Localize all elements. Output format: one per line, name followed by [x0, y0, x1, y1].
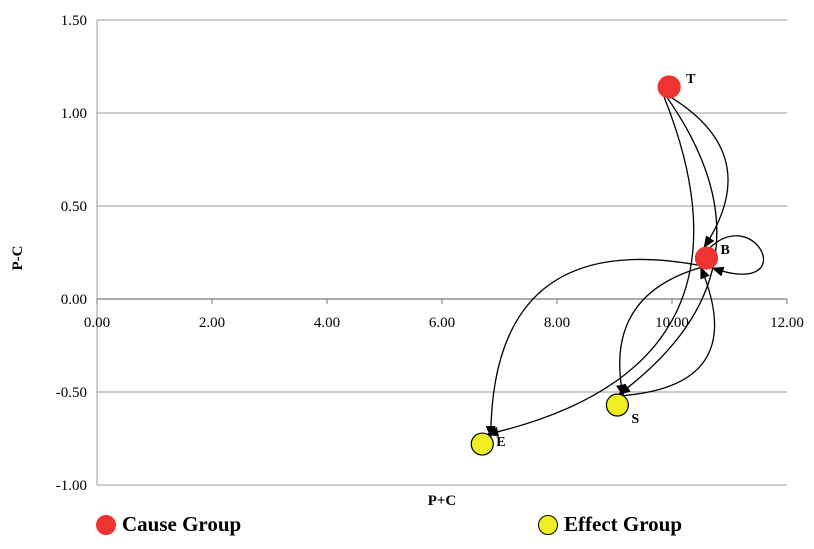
point-e — [470, 432, 494, 456]
y-tick-label: -0.50 — [56, 385, 87, 401]
y-tick-label: 1.50 — [61, 13, 87, 29]
x-axis-title: P+C — [428, 493, 457, 509]
y-axis-title: P-C — [10, 246, 26, 271]
gridlines — [97, 19, 787, 486]
x-tick-label: 12.00 — [770, 315, 804, 331]
arrows — [485, 96, 765, 439]
legend-effect: Effect Group — [538, 512, 682, 537]
cause-group-swatch — [96, 514, 116, 535]
effect-group-swatch — [538, 514, 558, 535]
arrow-b-to-s — [616, 266, 701, 397]
point-s — [605, 393, 629, 417]
arrow-s-to-b — [623, 266, 716, 397]
point-label-e: E — [496, 435, 505, 450]
cause-group-label: Cause Group — [122, 512, 242, 536]
arrow-b-to-b — [709, 235, 765, 277]
x-tick-label: 8.00 — [544, 315, 570, 331]
arrow-t-to-e — [486, 96, 695, 437]
tick-labels: 1.50 1.00 0.50 0.00 -0.50 -1.00 0.00 2.00 4.00 6.… — [56, 13, 804, 494]
arrow-b-to-e — [485, 258, 699, 439]
point-t — [657, 75, 681, 99]
x-tick-label: 6.00 — [429, 315, 455, 331]
y-tick-label: -1.00 — [56, 478, 87, 494]
x-tick-label: 10.00 — [655, 315, 689, 331]
axes — [96, 20, 788, 485]
point-label-t: T — [686, 72, 696, 87]
x-tick-label: 4.00 — [314, 315, 340, 331]
y-tick-label: 0.00 — [61, 292, 87, 308]
arrow-t-to-b — [671, 97, 729, 249]
y-tick-label: 0.50 — [61, 199, 87, 215]
x-tick-label: 0.00 — [84, 315, 110, 331]
y-tick-label: 1.00 — [61, 106, 87, 122]
point-b — [694, 246, 719, 270]
x-tick-label: 2.00 — [199, 315, 225, 331]
point-label-s: S — [631, 412, 639, 427]
points: T B S E — [470, 72, 730, 456]
point-label-b: B — [721, 243, 730, 258]
effect-group-label: Effect Group — [564, 512, 683, 536]
arrow-t-to-s — [618, 97, 718, 395]
legend-cause: Cause Group — [96, 512, 241, 537]
